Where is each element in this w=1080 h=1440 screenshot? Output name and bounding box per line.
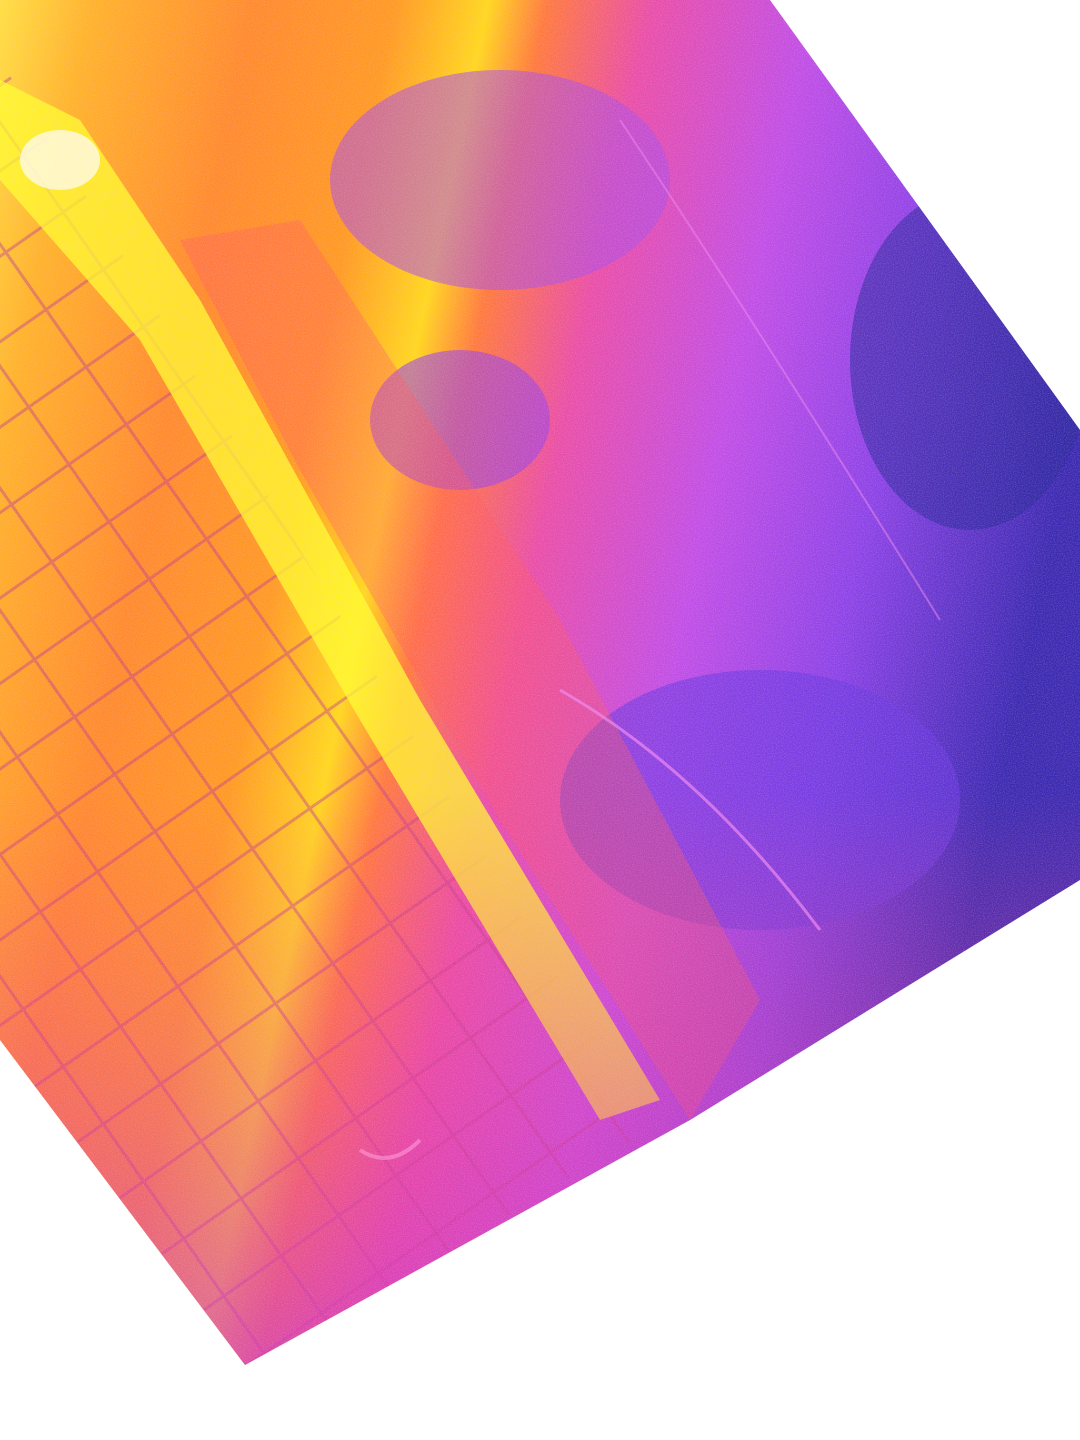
crack-line-1 <box>559 688 822 931</box>
crack-line-3 <box>358 1138 422 1160</box>
crack-line-2 <box>619 119 941 621</box>
